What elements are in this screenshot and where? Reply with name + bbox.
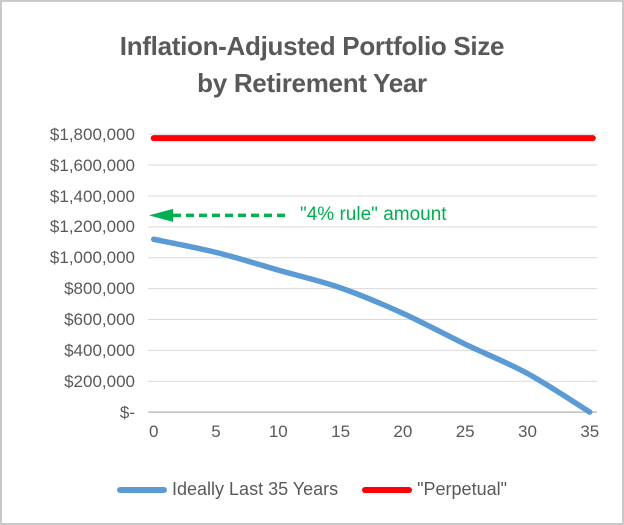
x-tick-label: 10 bbox=[268, 422, 288, 441]
y-tick-label: $1,200,000 bbox=[49, 217, 135, 237]
y-tick-label: $800,000 bbox=[64, 279, 135, 299]
x-tick-label: 35 bbox=[580, 422, 600, 441]
legend-item-ideally: Ideally Last 35 Years bbox=[117, 479, 338, 500]
legend-swatch-red-line-icon bbox=[362, 486, 413, 493]
x-tick-label: 0 bbox=[148, 422, 159, 441]
x-tick-label: 30 bbox=[518, 422, 537, 441]
x-tick-label: 15 bbox=[331, 422, 351, 441]
annotation-arrowhead-icon bbox=[149, 208, 173, 222]
y-tick-label: $600,000 bbox=[64, 310, 135, 329]
chart-title-line-2: by Retirement Year bbox=[197, 68, 427, 98]
x-tick-label: 20 bbox=[393, 422, 413, 441]
ideally-series-line bbox=[150, 236, 593, 415]
legend-item-perpetual: "Perpetual" bbox=[362, 479, 507, 500]
chart-title-line-1: Inflation-Adjusted Portfolio Size bbox=[119, 31, 505, 61]
y-tick-label: $1,800,000 bbox=[49, 124, 135, 144]
x-tick-label: 25 bbox=[455, 422, 475, 441]
y-tick-label: $400,000 bbox=[64, 340, 135, 360]
legend-label: Ideally Last 35 Years bbox=[172, 479, 339, 499]
y-tick-label: $1,000,000 bbox=[49, 248, 135, 268]
legend-swatch-blue-line-icon bbox=[117, 486, 168, 493]
y-tick-label: $- bbox=[119, 402, 135, 422]
chart-title: Inflation-Adjusted Portfolio Size by Ret… bbox=[2, 28, 622, 102]
legend-label: "Perpetual" bbox=[417, 479, 507, 499]
annotation-label: "4% rule" amount bbox=[300, 204, 447, 226]
x-tick-label: 5 bbox=[211, 422, 221, 441]
y-tick-label: $200,000 bbox=[64, 371, 135, 391]
y-tick-label: $1,600,000 bbox=[49, 155, 135, 175]
legend: Ideally Last 35 Years "Perpetual" bbox=[2, 479, 622, 500]
y-tick-label: $1,400,000 bbox=[49, 186, 135, 206]
